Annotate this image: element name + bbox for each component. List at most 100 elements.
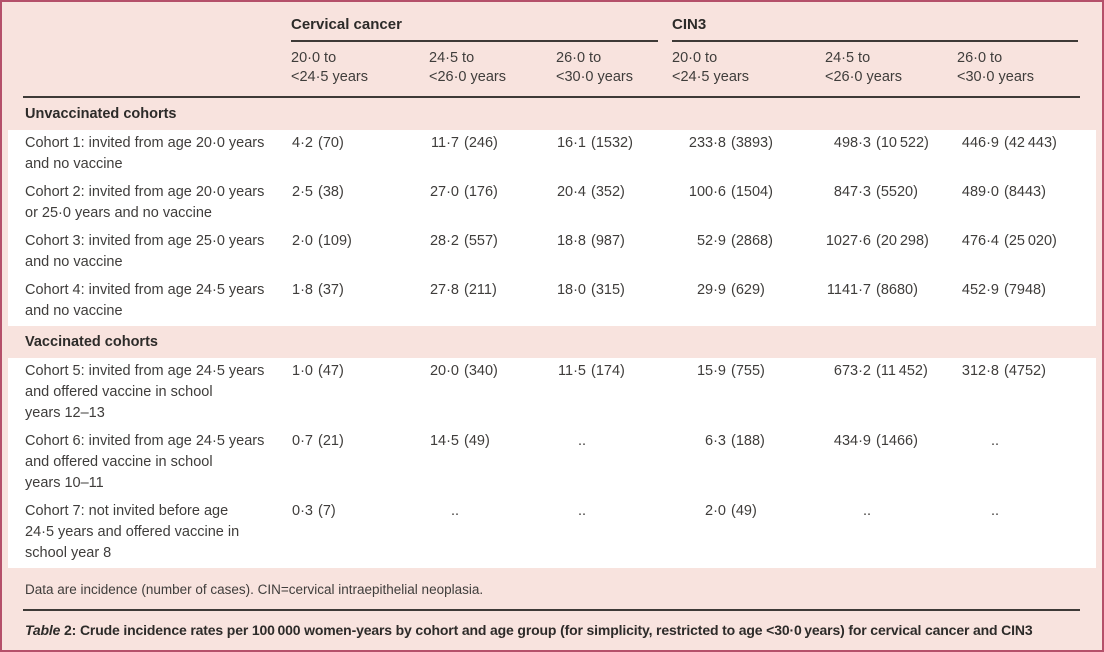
- case-count: (987): [591, 233, 625, 249]
- data-cell: 476·4 (25 020): [957, 231, 1096, 273]
- case-count: (42 443): [1004, 135, 1057, 151]
- table-row-cohort-2: Cohort 2: invited from age 20·0 years or…: [8, 179, 1096, 228]
- incidence-value: 14·5: [429, 433, 459, 449]
- table-row-cohort-4: Cohort 4: invited from age 24·5 years an…: [8, 277, 1096, 326]
- incidence-value: 1141·7: [826, 282, 871, 298]
- incidence-value: ..: [990, 433, 999, 449]
- age-header-row: 20·0 to <24·5 years 24·5 to <26·0 years …: [8, 42, 1096, 96]
- incidence-value: 6·3: [705, 433, 726, 449]
- case-count: (246): [464, 135, 498, 151]
- data-cell: 498·3 (10 522): [825, 133, 957, 175]
- data-cell: 1·0 (47): [291, 361, 429, 424]
- caption-text: Crude incidence rates per 100 000 women-…: [79, 621, 1033, 638]
- case-count: (70): [318, 135, 344, 151]
- section-title: Unvaccinated cohorts: [25, 106, 177, 122]
- incidence-value: 100·6: [688, 184, 726, 200]
- case-count: (20 298): [876, 233, 929, 249]
- case-count: (10 522): [876, 135, 929, 151]
- cohort-label: Cohort 7: not invited before age 24·5 ye…: [25, 503, 240, 561]
- case-count: (37): [318, 282, 344, 298]
- data-cell: ..: [556, 501, 672, 564]
- case-count: (174): [591, 363, 625, 379]
- cohort-label: Cohort 5: invited from age 24·5 years an…: [25, 363, 265, 421]
- data-cell: ..: [957, 431, 1096, 494]
- case-count: (109): [318, 233, 352, 249]
- table-row-cohort-5: Cohort 5: invited from age 24·5 years an…: [8, 358, 1096, 428]
- incidence-value: 1·0: [292, 363, 313, 379]
- data-cell: 18·8 (987): [556, 231, 672, 273]
- table-footnote: Data are incidence (number of cases). CI…: [25, 582, 484, 597]
- incidence-value: 2·0: [292, 233, 313, 249]
- data-cell: 18·0 (315): [556, 280, 672, 322]
- case-count: (1504): [731, 184, 773, 200]
- data-cell: ..: [556, 431, 672, 494]
- data-cell: 52·9 (2868): [672, 231, 825, 273]
- data-cell: 847·3 (5520): [825, 182, 957, 224]
- column-group-cin3: CIN3: [672, 15, 1078, 42]
- header-spacer: [8, 15, 291, 42]
- age-column-header: 26·0 to <30·0 years: [556, 50, 633, 85]
- data-cell: 20·0 (340): [429, 361, 556, 424]
- incidence-value: 18·0: [556, 282, 586, 298]
- incidence-value: 11·5: [558, 363, 586, 379]
- data-cell: 0·3 (7): [291, 501, 429, 564]
- data-cell: 27·8 (211): [429, 280, 556, 322]
- incidence-value: 312·8: [961, 363, 999, 379]
- case-count: (3893): [731, 135, 773, 151]
- case-count: (211): [464, 282, 497, 298]
- data-cell: 6·3 (188): [672, 431, 825, 494]
- data-cell: ..: [957, 501, 1096, 564]
- caption-divider: [23, 609, 1080, 611]
- incidence-value: 434·9: [833, 433, 871, 449]
- data-cell: 1·8 (37): [291, 280, 429, 322]
- incidence-value: 52·9: [696, 233, 726, 249]
- data-cell: 312·8 (4752): [957, 361, 1096, 424]
- column-group-row: Cervical cancer CIN3: [8, 15, 1096, 42]
- case-count: (47): [318, 363, 344, 379]
- age-column-header: 26·0 to <30·0 years: [957, 50, 1034, 85]
- data-cell: 434·9 (1466): [825, 431, 957, 494]
- case-count: (340): [464, 363, 498, 379]
- data-cell: ..: [825, 501, 957, 564]
- incidence-value: 4·2: [292, 135, 313, 151]
- cohort-label: Cohort 4: invited from age 24·5 years an…: [25, 282, 265, 319]
- header-divider: [23, 96, 1080, 98]
- incidence-value: 11·7: [431, 135, 459, 151]
- header-spacer: [8, 42, 291, 96]
- incidence-value: 476·4: [961, 233, 999, 249]
- data-cell: 100·6 (1504): [672, 182, 825, 224]
- incidence-value: 673·2: [833, 363, 871, 379]
- data-cell: 2·0 (109): [291, 231, 429, 273]
- data-cell: 4·2 (70): [291, 133, 429, 175]
- incidence-value: 20·0: [429, 363, 459, 379]
- incidence-value: 1027·6: [825, 233, 871, 249]
- incidence-value: 446·9: [961, 135, 999, 151]
- cohort-label: Cohort 6: invited from age 24·5 years an…: [25, 433, 265, 491]
- data-cell: 16·1 (1532): [556, 133, 672, 175]
- case-count: (7948): [1004, 282, 1046, 298]
- table-header: Cervical cancer CIN3 20·0 to <24·5 years…: [8, 2, 1096, 96]
- case-count: (5520): [876, 184, 918, 200]
- cohort-label: Cohort 3: invited from age 25·0 years an…: [25, 233, 265, 270]
- incidence-value: ..: [450, 503, 459, 519]
- data-cell: 446·9 (42 443): [957, 133, 1096, 175]
- incidence-value: ..: [577, 433, 586, 449]
- incidence-value: 0·3: [292, 503, 313, 519]
- case-count: (8443): [1004, 184, 1046, 200]
- incidence-value: 28·2: [429, 233, 459, 249]
- case-count: (557): [464, 233, 498, 249]
- age-column-header: 24·5 to <26·0 years: [429, 50, 506, 85]
- case-count: (315): [591, 282, 625, 298]
- data-cell: ..: [429, 501, 556, 564]
- column-group-cervical-cancer: Cervical cancer: [291, 15, 658, 42]
- incidence-value: 233·8: [688, 135, 726, 151]
- incidence-value: 27·8: [429, 282, 459, 298]
- case-count: (49): [731, 503, 757, 519]
- incidence-value: 0·7: [292, 433, 313, 449]
- table-row-cohort-3: Cohort 3: invited from age 25·0 years an…: [8, 228, 1096, 277]
- incidence-value: 489·0: [961, 184, 999, 200]
- incidence-value: 2·5: [292, 184, 313, 200]
- data-cell: 11·7 (246): [429, 133, 556, 175]
- data-cell: 0·7 (21): [291, 431, 429, 494]
